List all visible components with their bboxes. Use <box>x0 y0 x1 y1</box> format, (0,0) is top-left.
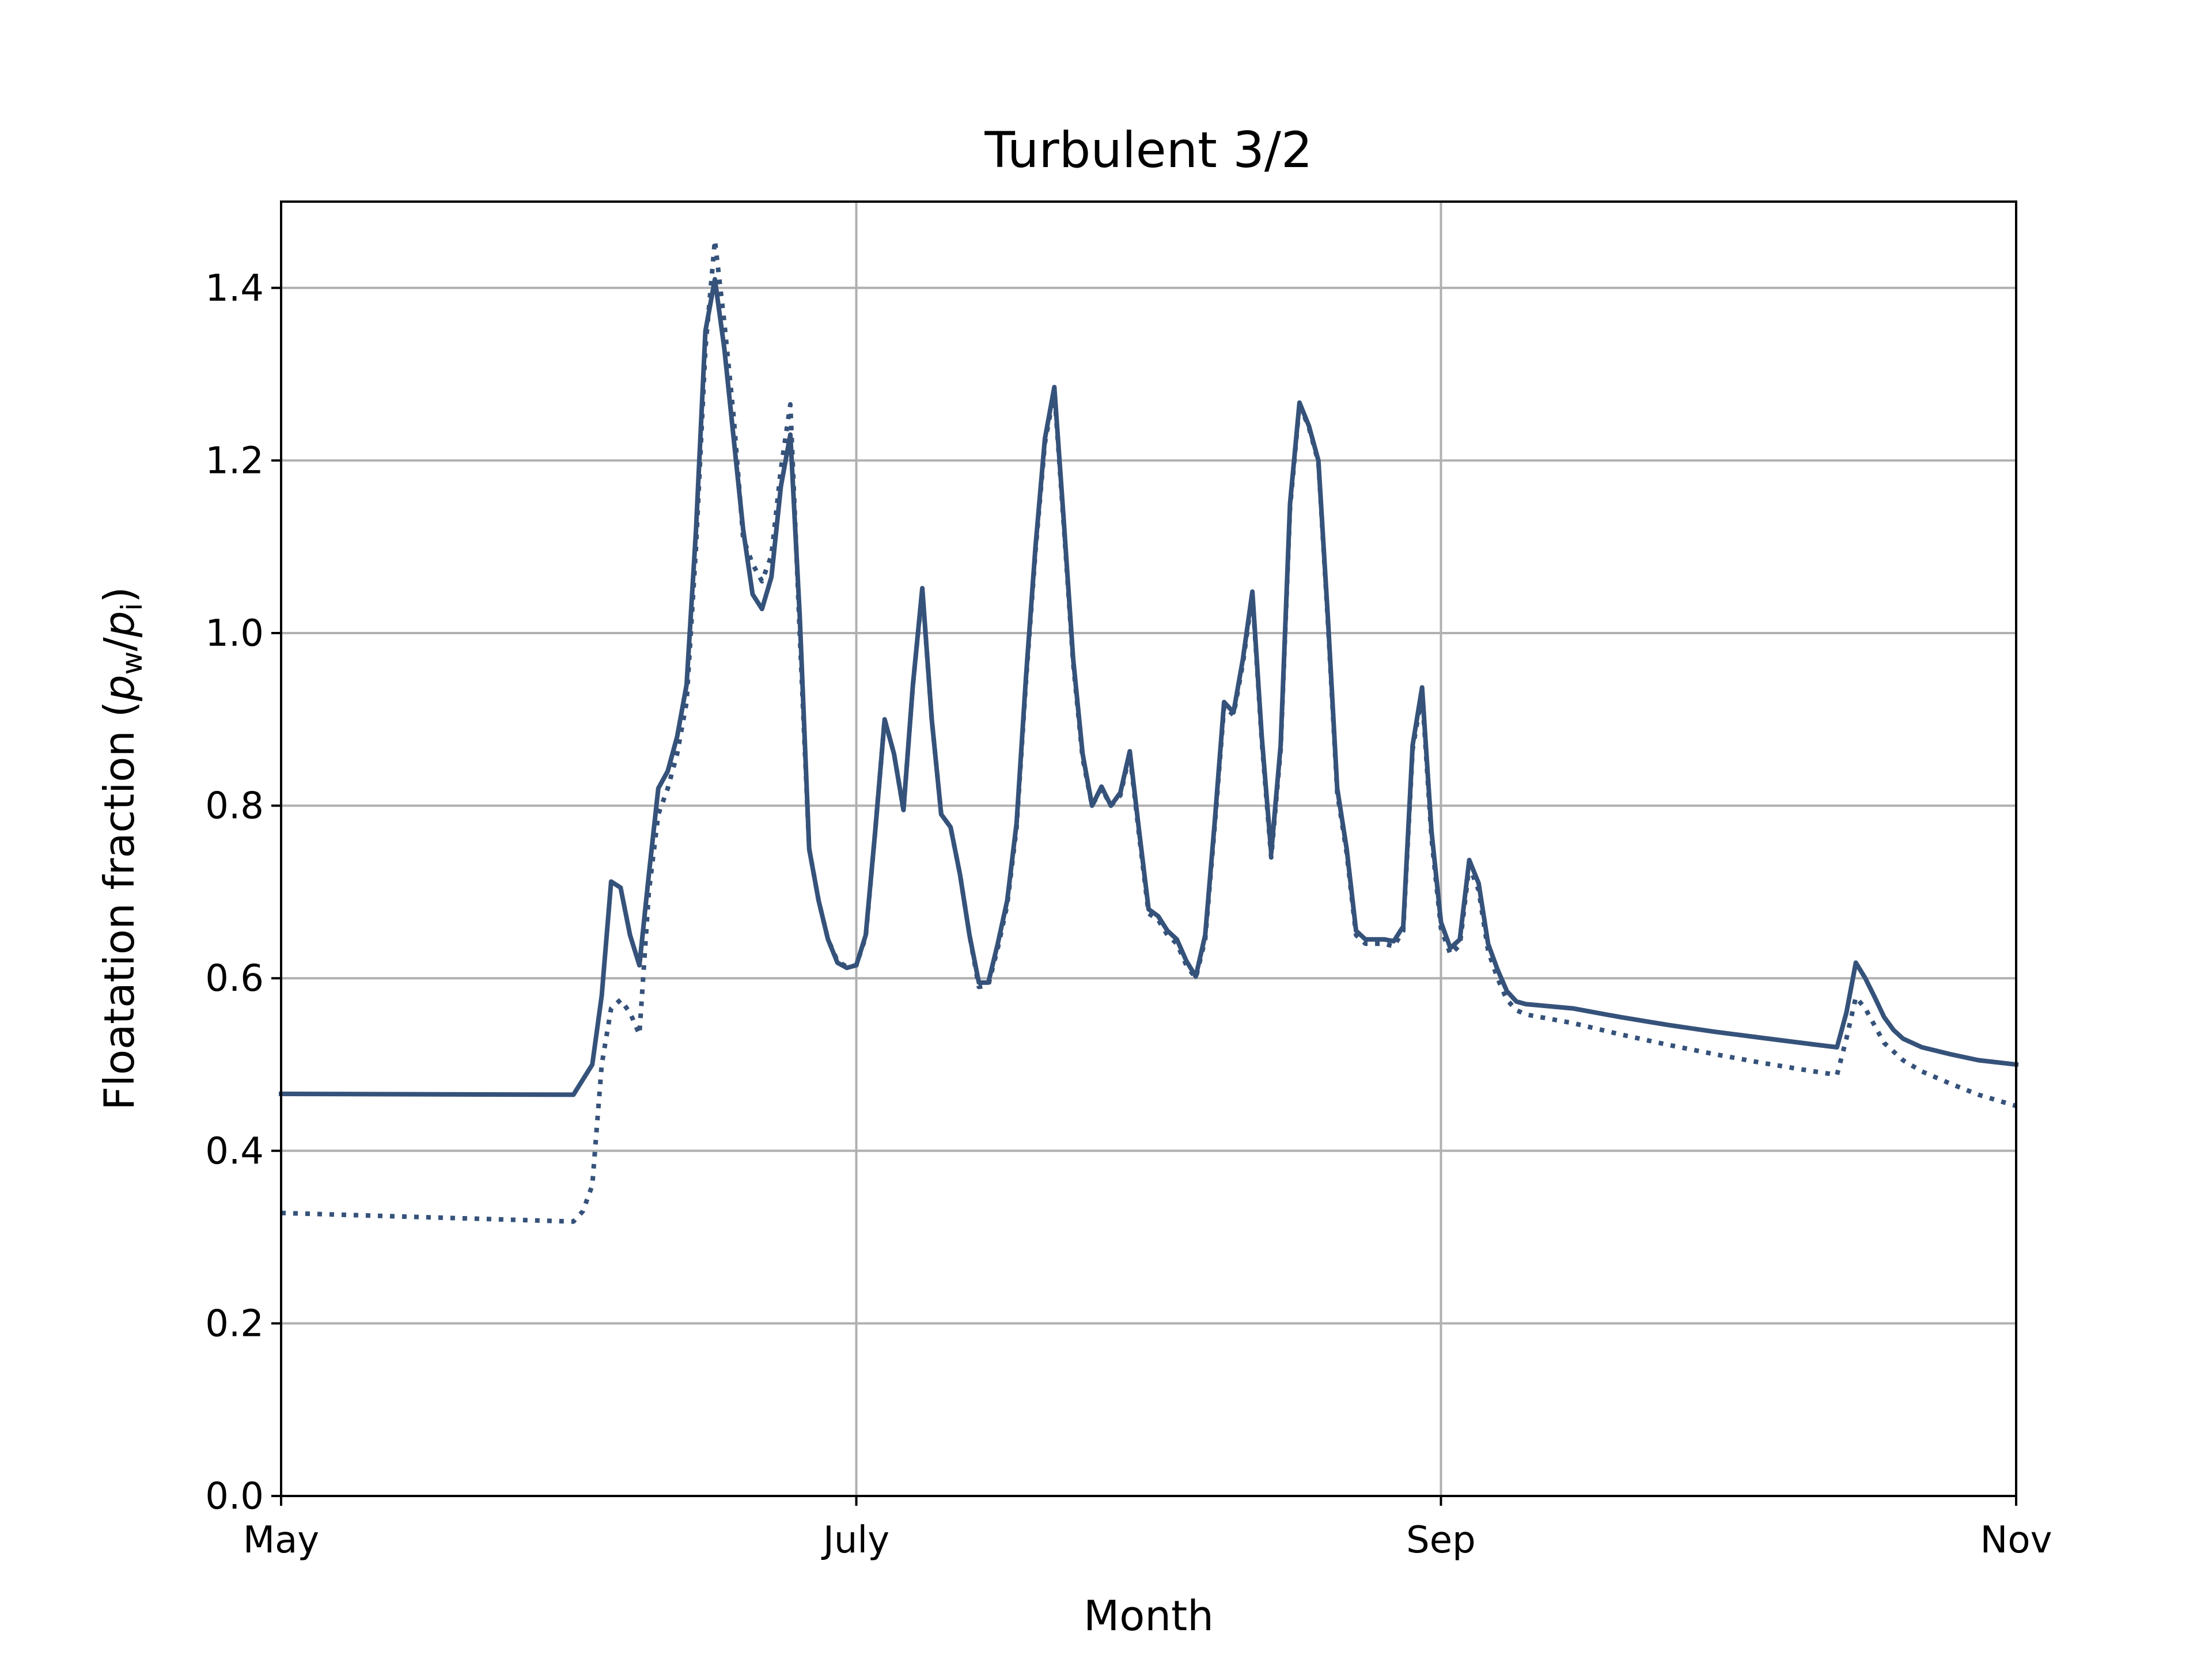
x-axis-title: Month <box>1084 1592 1214 1640</box>
y-tick-label: 0.6 <box>205 957 264 1000</box>
y-axis-title-w: w <box>115 652 149 675</box>
y-axis-title-prefix: Floatation fraction ( <box>95 701 143 1110</box>
y-tick-label: 1.4 <box>205 267 264 310</box>
y-axis-ticks: 0.0 0.2 0.4 0.6 0.8 1.0 1.2 1.4 <box>205 267 281 1518</box>
y-axis-title-i: i <box>115 603 149 611</box>
y-tick-label: 1.0 <box>205 612 264 655</box>
y-tick-label: 0.2 <box>205 1302 264 1345</box>
plot-frame <box>280 200 2017 1497</box>
x-tick-label: July <box>821 1519 889 1562</box>
y-tick-label: 0.8 <box>205 785 264 828</box>
plot-series <box>278 238 2019 1224</box>
y-axis-title-slash: / <box>95 637 143 652</box>
y-axis-title-p2: p <box>95 611 143 638</box>
x-tick-label: Nov <box>1980 1519 2052 1562</box>
x-tick-label: Sep <box>1406 1519 1476 1562</box>
dotted-series-line <box>281 238 2017 1224</box>
y-axis-title-close: ) <box>95 587 143 603</box>
y-axis-title-p: p <box>95 675 143 702</box>
y-tick-label: 0.4 <box>205 1130 264 1173</box>
solid-series-line <box>278 276 2019 1097</box>
y-tick-label: 0.0 <box>205 1475 264 1518</box>
y-axis-title: Floatation fraction (pw/pi) <box>95 587 149 1111</box>
y-tick-label: 1.2 <box>205 440 264 482</box>
x-axis-ticks: May July Sep Nov <box>243 1496 2052 1562</box>
chart-title: Turbulent 3/2 <box>984 122 1312 179</box>
x-tick-label: May <box>243 1519 319 1562</box>
